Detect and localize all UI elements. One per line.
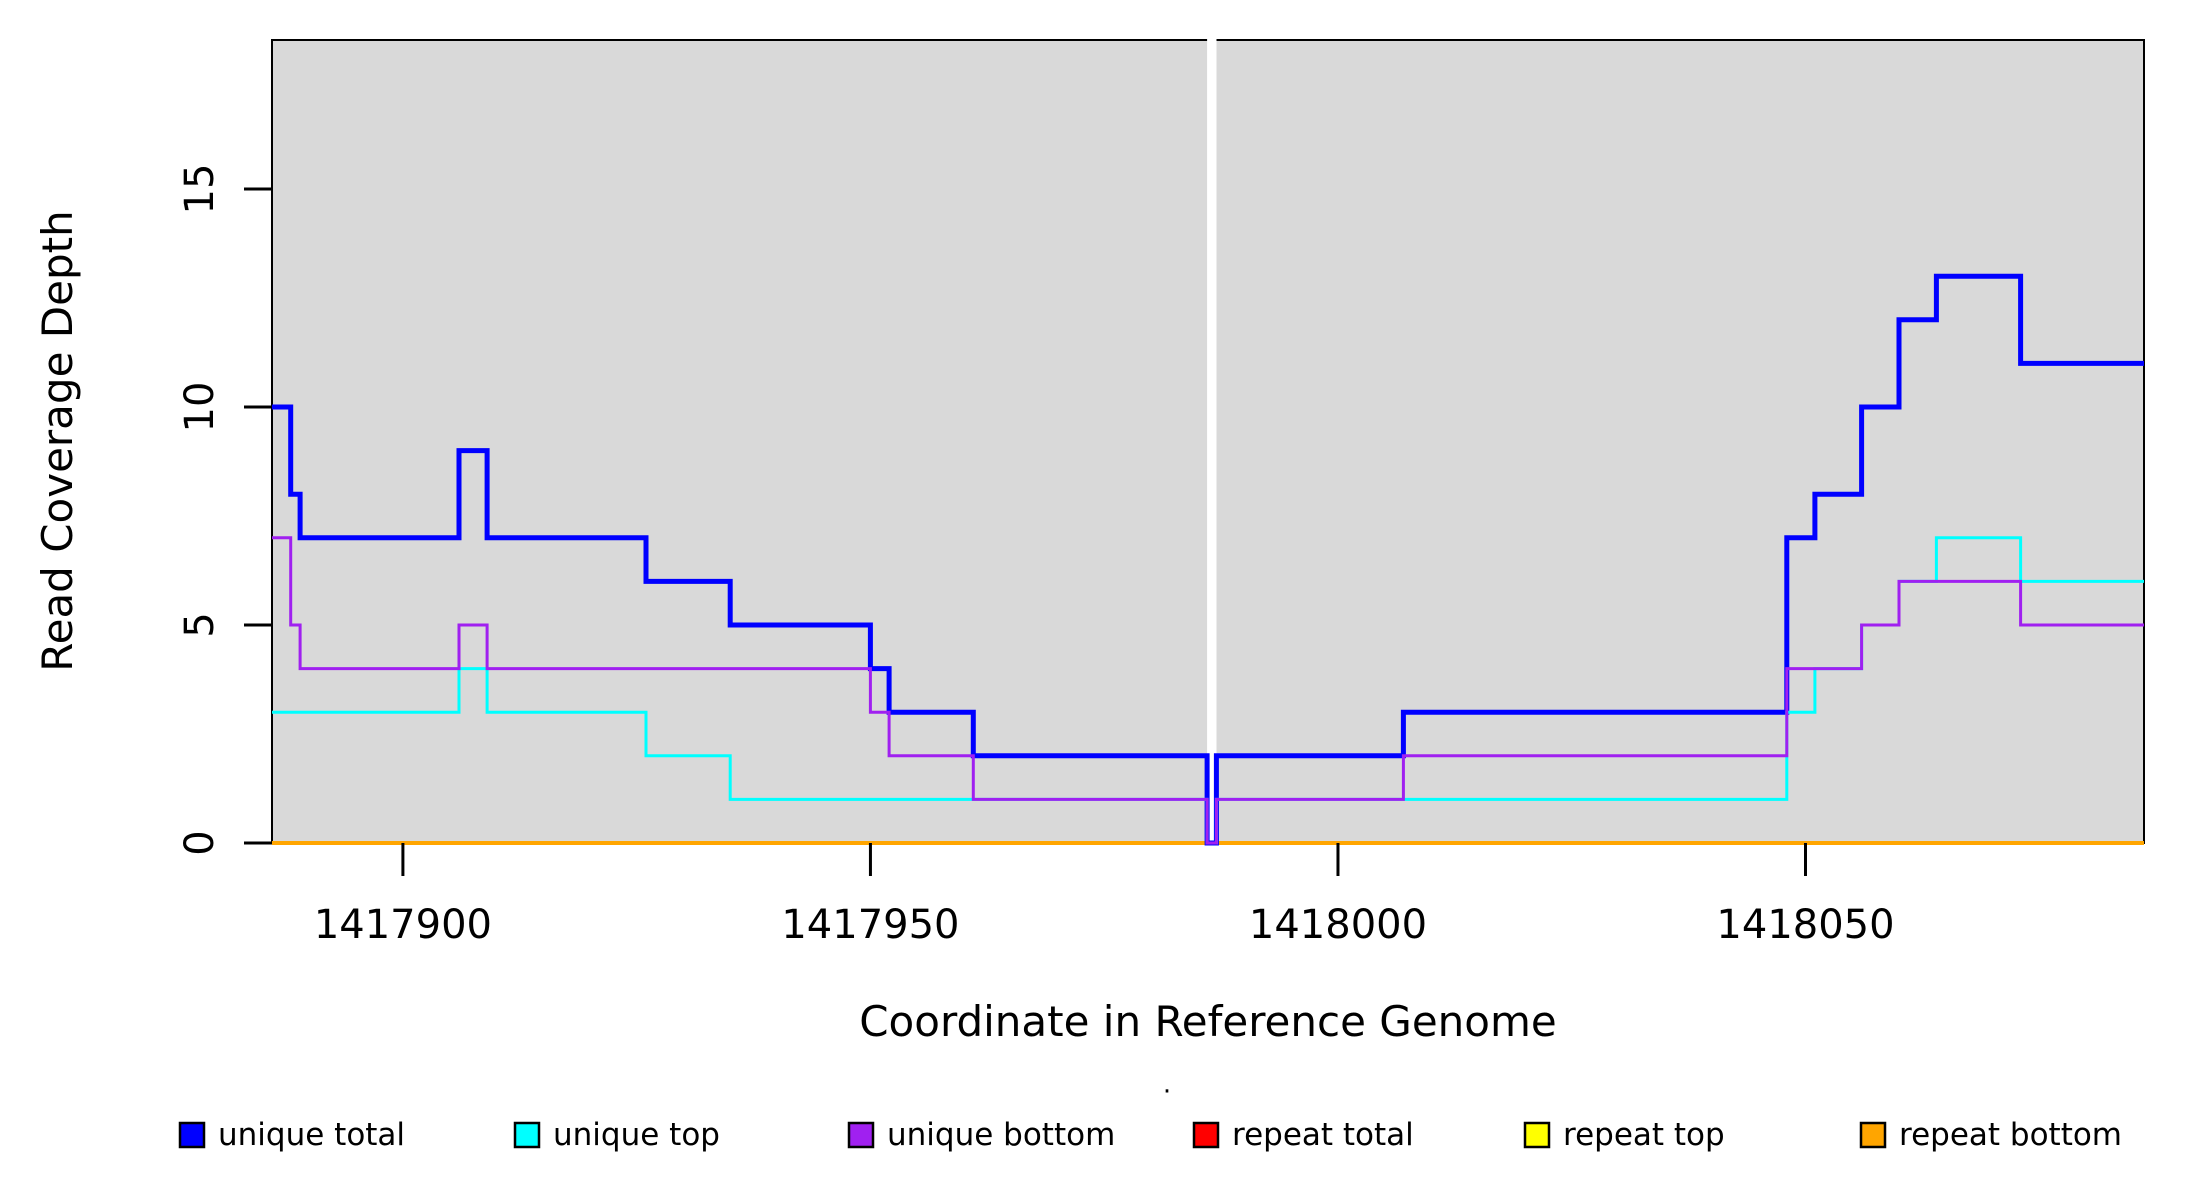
legend-label-repeat-bottom: repeat bottom — [1899, 1117, 2122, 1153]
x-tick-label: 1417900 — [314, 902, 492, 948]
legend-label-repeat-total: repeat total — [1232, 1117, 1414, 1153]
y-tick-label: 0 — [177, 830, 223, 855]
stray-mark: · — [1163, 1077, 1171, 1107]
legend-label-unique-bottom: unique bottom — [887, 1117, 1115, 1153]
x-tick-label: 1417950 — [781, 902, 959, 948]
series-unique-total — [272, 273, 2144, 846]
legend-swatch-repeat-top — [1523, 1121, 1551, 1149]
series-unique-bottom — [272, 536, 2144, 845]
legend-label-unique-top: unique top — [553, 1117, 720, 1153]
legend-swatch-repeat-total — [1192, 1121, 1220, 1149]
y-tick-label: 15 — [177, 164, 223, 215]
legend-swatch-unique-total — [178, 1121, 206, 1149]
gap-marker-line — [1207, 39, 1217, 842]
legend-swatch-repeat-bottom — [1859, 1121, 1887, 1149]
legend-swatch-unique-top — [513, 1121, 541, 1149]
legend-label-unique-total: unique total — [218, 1117, 405, 1153]
x-tick-label: 1418000 — [1249, 902, 1427, 948]
legend-swatch-unique-bottom — [847, 1121, 875, 1149]
y-tick-label: 5 — [177, 612, 223, 637]
x-axis-title: Coordinate in Reference Genome — [859, 997, 1557, 1046]
y-tick-label: 10 — [177, 382, 223, 433]
legend-label-repeat-top: repeat top — [1563, 1117, 1725, 1153]
y-axis-title: Read Coverage Depth — [33, 210, 82, 671]
x-tick-label: 1418050 — [1716, 902, 1894, 948]
